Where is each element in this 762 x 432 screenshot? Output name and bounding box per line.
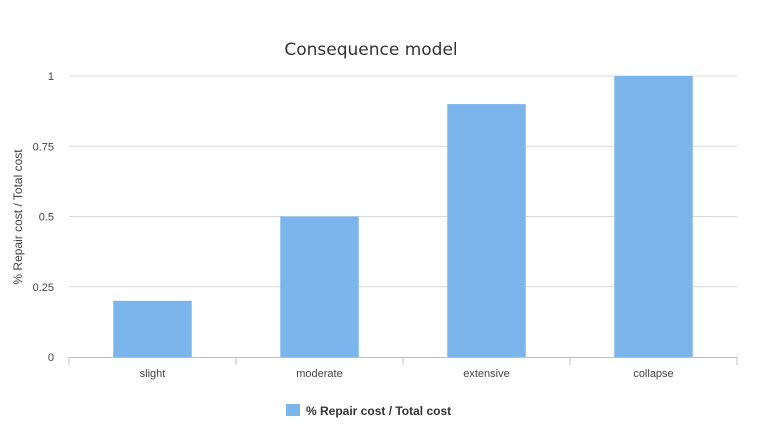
legend[interactable]: % Repair cost / Total cost	[286, 404, 451, 418]
y-axis-label: % Repair cost / Total cost	[11, 149, 25, 285]
y-tick-label: 0.75	[33, 141, 54, 153]
bar-moderate[interactable]	[280, 216, 359, 358]
x-tick-label: collapse	[633, 368, 673, 380]
x-tick-label: moderate	[296, 368, 342, 380]
legend-swatch	[286, 404, 300, 416]
y-tick-label: 0.25	[33, 282, 54, 294]
x-tick-label: slight	[140, 368, 166, 380]
bar-extensive[interactable]	[447, 104, 526, 357]
bar-collapse[interactable]	[614, 76, 693, 357]
y-tick-label: 0.5	[39, 212, 54, 224]
x-tick-label: extensive	[463, 368, 509, 380]
y-tick-label: 1	[48, 71, 54, 83]
chart-title: Consequence model	[284, 40, 457, 60]
y-tick-label: 0	[48, 352, 54, 364]
x-axis: slight moderate extensive collapse	[68, 357, 738, 380]
bars	[113, 76, 693, 358]
bar-slight[interactable]	[113, 300, 192, 357]
y-axis-ticks: 0 0.25 0.5 0.75 1	[33, 71, 54, 364]
legend-label: % Repair cost / Total cost	[306, 404, 451, 418]
